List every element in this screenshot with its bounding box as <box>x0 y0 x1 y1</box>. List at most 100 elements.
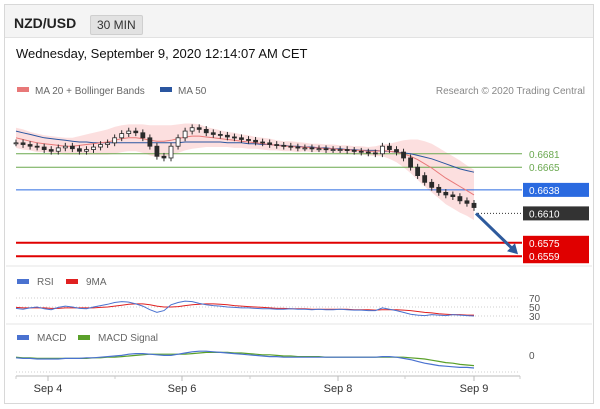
x-tick-label: Sep 6 <box>168 383 197 395</box>
candle <box>253 139 258 143</box>
candle <box>210 132 216 135</box>
candle <box>302 147 308 150</box>
legend-ma20-label: MA 20 + Bollinger Bands <box>35 86 145 97</box>
macd-panel: 0 <box>15 350 535 373</box>
candle <box>34 145 40 148</box>
candle <box>69 145 75 150</box>
candle <box>246 139 251 141</box>
legend-ma50-swatch <box>160 87 172 92</box>
candle <box>443 191 449 196</box>
title-bar: NZD/USD 30 MIN <box>5 5 593 38</box>
legend-macd-label: MACD <box>37 333 66 344</box>
level-label: 0.6681 <box>529 150 560 161</box>
candle <box>105 142 110 145</box>
candle <box>408 157 413 168</box>
legend-rsi-label: RSI <box>37 277 54 288</box>
level-tag-last <box>523 206 589 221</box>
candle <box>401 151 406 159</box>
candle <box>232 136 237 139</box>
candle <box>119 133 125 139</box>
research-credit: Research © 2020 Trading Central <box>436 86 585 97</box>
candle <box>175 137 181 147</box>
forecast-arrow-head <box>507 243 518 255</box>
candle <box>274 144 280 146</box>
rsi-tick-label: 70 <box>529 294 541 305</box>
bollinger-band <box>16 123 474 221</box>
candle <box>239 137 244 140</box>
legend-macd-swatch <box>17 335 29 340</box>
candle <box>41 146 47 150</box>
candle <box>133 130 139 134</box>
rsi-ma-line <box>15 303 474 316</box>
candle <box>471 202 477 208</box>
candle <box>365 151 371 154</box>
candle <box>429 181 435 188</box>
macd-line <box>15 350 475 369</box>
legend-ma50-label: MA 50 <box>178 86 207 97</box>
legend-ma20-swatch <box>17 87 29 92</box>
candle <box>464 200 470 204</box>
legend-macd-signal-swatch <box>78 335 90 340</box>
datetime-stamp: Wednesday, September 9, 2020 12:14:07 AM… <box>16 46 308 61</box>
candle <box>372 152 378 155</box>
level-label: 0.6610 <box>529 209 560 220</box>
candle <box>295 146 301 149</box>
candle <box>387 145 392 150</box>
candle <box>98 144 103 148</box>
candle <box>394 149 399 153</box>
legend-9ma-label: 9MA <box>86 277 107 288</box>
candle <box>316 148 322 151</box>
candle <box>203 128 209 134</box>
candle <box>337 149 343 151</box>
candle <box>281 144 287 147</box>
candle <box>450 194 456 197</box>
x-tick-label: Sep 9 <box>460 383 489 395</box>
rsi-tick-label: 30 <box>529 312 541 323</box>
x-tick-label: Sep 4 <box>34 383 63 395</box>
macd-tick-label: 0 <box>529 351 535 362</box>
candle <box>415 166 421 176</box>
candle <box>13 142 19 145</box>
candle <box>196 127 202 130</box>
candle <box>358 150 364 153</box>
candle <box>168 145 174 159</box>
candle <box>84 149 89 152</box>
candle <box>323 148 329 151</box>
legend-rsi-swatch <box>17 279 29 284</box>
candle <box>351 149 357 152</box>
legend-9ma-swatch <box>66 279 78 284</box>
candle <box>182 130 188 139</box>
candle <box>330 149 336 151</box>
legend-macd-signal-label: MACD Signal <box>98 333 158 344</box>
level-label: 0.6638 <box>529 186 560 197</box>
rsi-tick-label: 50 <box>529 303 541 314</box>
level-tag-support <box>523 235 589 250</box>
x-tick-label: Sep 8 <box>324 383 353 395</box>
level-label: 0.6559 <box>529 252 560 263</box>
level-tag-support <box>523 249 589 264</box>
timeframe-badge[interactable]: 30 MIN <box>90 15 143 35</box>
rsi-line <box>15 300 475 317</box>
candle <box>457 196 463 202</box>
candle <box>267 142 273 145</box>
candle <box>288 145 294 148</box>
candle <box>48 149 54 152</box>
level-label: 0.6575 <box>529 239 560 250</box>
candle <box>112 137 118 144</box>
level-label: 0.6665 <box>529 163 560 174</box>
candle <box>126 130 132 135</box>
candle <box>20 142 26 145</box>
candle <box>154 145 160 157</box>
x-axis: Sep 4 Sep 6 Sep 8 Sep 9 <box>15 376 521 395</box>
candle <box>27 144 33 147</box>
candle <box>161 155 167 159</box>
candle <box>422 175 428 183</box>
forecast-arrow <box>474 212 516 252</box>
candle <box>140 132 146 139</box>
candle <box>147 137 153 147</box>
candle <box>309 147 315 150</box>
candle <box>344 149 350 151</box>
candle <box>379 145 385 155</box>
